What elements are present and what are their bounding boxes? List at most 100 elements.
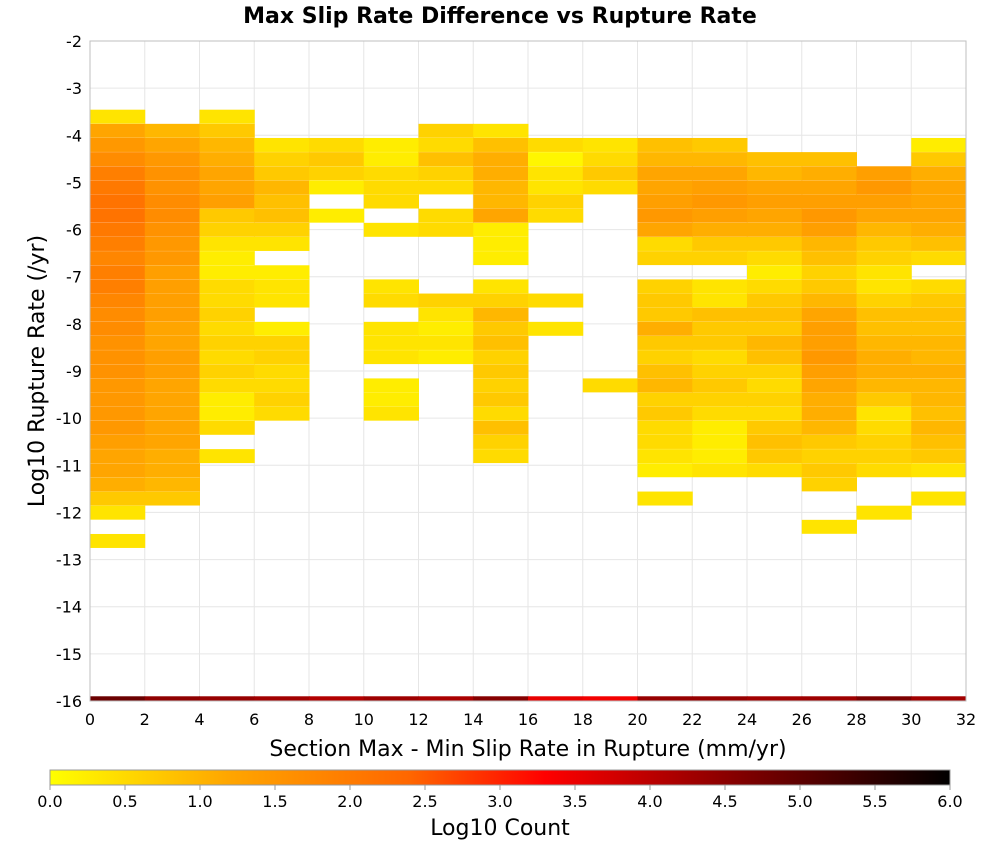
- heatmap-cell: [90, 378, 146, 393]
- heatmap-cell: [90, 152, 146, 167]
- heatmap-cell: [637, 434, 693, 449]
- heatmap-cell: [473, 364, 529, 379]
- heatmap-cell: [90, 392, 146, 407]
- x-tick-label: 12: [408, 710, 428, 729]
- heatmap-cell: [309, 696, 365, 701]
- heatmap-cell: [856, 307, 912, 322]
- heatmap-cell: [473, 378, 529, 393]
- heatmap-cell: [747, 434, 803, 449]
- y-tick-label: -5: [66, 173, 82, 192]
- heatmap-cell: [90, 696, 146, 701]
- heatmap-cell: [90, 449, 146, 464]
- heatmap-cell: [90, 208, 146, 223]
- heatmap-cell: [637, 449, 693, 464]
- heatmap-cell: [199, 166, 255, 181]
- x-tick-label: 18: [573, 710, 593, 729]
- heatmap-cell: [637, 152, 693, 167]
- y-tick-label: -8: [66, 315, 82, 334]
- heatmap-cell: [363, 180, 419, 195]
- heatmap-cell: [801, 335, 857, 350]
- heatmap-cell: [199, 378, 255, 393]
- heatmap-cell: [692, 251, 748, 266]
- heatmap-cell: [199, 123, 255, 138]
- heatmap-cell: [254, 194, 310, 209]
- heatmap-cell: [801, 463, 857, 478]
- heatmap-cell: [90, 137, 146, 152]
- colorbar: [49, 769, 951, 786]
- heatmap-cell: [747, 321, 803, 336]
- heatmap-cell: [801, 251, 857, 266]
- heatmap-cell: [528, 194, 584, 209]
- heatmap-cell: [363, 321, 419, 336]
- heatmap-cell: [801, 194, 857, 209]
- heatmap-cell: [418, 321, 474, 336]
- heatmap-cell: [747, 378, 803, 393]
- heatmap-cell: [144, 307, 200, 322]
- heatmap-cell: [637, 137, 693, 152]
- heatmap-cell: [856, 392, 912, 407]
- heatmap-cells: [90, 109, 967, 701]
- heatmap-cell: [254, 350, 310, 365]
- heatmap-cell: [801, 406, 857, 421]
- heatmap-cell: [637, 350, 693, 365]
- heatmap-cell: [856, 434, 912, 449]
- heatmap-cell: [144, 378, 200, 393]
- heatmap-cell: [801, 236, 857, 251]
- heatmap-cell: [144, 166, 200, 181]
- heatmap-cell: [90, 166, 146, 181]
- y-tick-label: -10: [56, 409, 82, 428]
- heatmap-cell: [144, 463, 200, 478]
- x-tick-label: 0: [85, 710, 95, 729]
- heatmap-cell: [637, 293, 693, 308]
- x-tick-labels: 0 2 4 6 8 10 12 14 16 18 20 22 24 26 28 30 32: [85, 710, 976, 729]
- colorbar-tick-label: 2.0: [337, 792, 362, 811]
- heatmap-cell: [692, 449, 748, 464]
- x-tick-label: 24: [737, 710, 757, 729]
- heatmap-cell: [582, 166, 638, 181]
- heatmap-cell: [199, 335, 255, 350]
- heatmap-cell: [144, 420, 200, 435]
- heatmap-cell: [692, 434, 748, 449]
- heatmap-cell: [144, 137, 200, 152]
- heatmap-cell: [801, 434, 857, 449]
- heatmap-cell: [90, 420, 146, 435]
- heatmap-cell: [911, 434, 967, 449]
- heatmap-cell: [254, 152, 310, 167]
- heatmap-cell: [90, 434, 146, 449]
- heatmap-cell: [911, 166, 967, 181]
- heatmap-cell: [418, 123, 474, 138]
- heatmap-cell: [363, 194, 419, 209]
- heatmap-cell: [90, 251, 146, 266]
- heatmap-cell: [254, 137, 310, 152]
- heatmap-cell: [199, 152, 255, 167]
- y-tick-label: -14: [56, 598, 82, 617]
- y-tick-label: -12: [56, 503, 82, 522]
- heatmap-cell: [363, 279, 419, 294]
- heatmap-cell: [199, 222, 255, 237]
- heatmap-cell: [801, 166, 857, 181]
- heatmap-cell: [856, 208, 912, 223]
- heatmap-cell: [144, 477, 200, 492]
- heatmap-cell: [144, 335, 200, 350]
- heatmap-cell: [90, 463, 146, 478]
- colorbar-tick-label: 2.5: [412, 792, 437, 811]
- heatmap-cell: [418, 293, 474, 308]
- heatmap-cell: [199, 321, 255, 336]
- heatmap-cell: [254, 222, 310, 237]
- heatmap-cell: [856, 335, 912, 350]
- heatmap-cell: [199, 279, 255, 294]
- heatmap-cell: [473, 406, 529, 421]
- heatmap-cell: [911, 392, 967, 407]
- heatmap-cell: [801, 180, 857, 195]
- heatmap-cell: [90, 505, 146, 520]
- heatmap-cell: [692, 392, 748, 407]
- y-tick-label: -2: [66, 32, 82, 51]
- heatmap-cell: [911, 378, 967, 393]
- heatmap-cell: [856, 505, 912, 520]
- heatmap-cell: [911, 251, 967, 266]
- heatmap-cell: [473, 696, 529, 701]
- heatmap-cell: [199, 420, 255, 435]
- heatmap-cell: [637, 251, 693, 266]
- heatmap-cell: [473, 222, 529, 237]
- heatmap-cell: [90, 279, 146, 294]
